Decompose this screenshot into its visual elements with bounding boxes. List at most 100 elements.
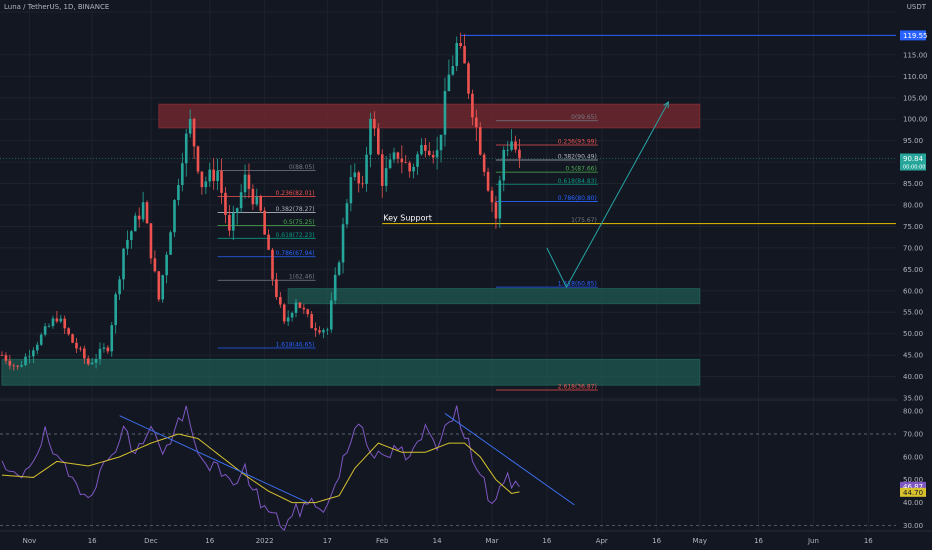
candle-body[interactable] — [318, 330, 321, 333]
candle-body[interactable] — [349, 177, 353, 204]
rsi-ma-line[interactable] — [1, 433, 520, 504]
candle-body[interactable] — [239, 192, 243, 209]
candle-body[interactable] — [455, 43, 459, 66]
candle-body[interactable] — [79, 348, 82, 350]
candle-body[interactable] — [235, 208, 239, 214]
candle-body[interactable] — [267, 234, 270, 250]
candle-body[interactable] — [0, 355, 4, 356]
candle-body[interactable] — [506, 149, 509, 151]
candle-body[interactable] — [169, 232, 172, 255]
candle-body[interactable] — [63, 318, 67, 329]
candle-body[interactable] — [130, 231, 133, 240]
candle-body[interactable] — [204, 181, 208, 188]
candle-body[interactable] — [83, 348, 86, 359]
candle-body[interactable] — [377, 128, 380, 155]
candle-body[interactable] — [90, 362, 94, 365]
resistance-zone[interactable] — [158, 103, 701, 129]
candle-body[interactable] — [188, 118, 192, 134]
candle-body[interactable] — [490, 190, 494, 203]
candle-body[interactable] — [502, 149, 506, 181]
candle-body[interactable] — [420, 144, 423, 155]
candle-body[interactable] — [298, 302, 302, 308]
candle-body[interactable] — [94, 359, 98, 363]
candle-body[interactable] — [75, 342, 78, 349]
candle-body[interactable] — [16, 365, 19, 367]
candle-body[interactable] — [196, 146, 200, 172]
candle-body[interactable] — [329, 300, 333, 330]
rsi-line[interactable] — [1, 405, 520, 532]
candle-body[interactable] — [263, 210, 266, 235]
candle-body[interactable] — [173, 199, 176, 233]
candle-body[interactable] — [486, 171, 490, 191]
candle-body[interactable] — [177, 185, 180, 200]
rsi-trendline[interactable] — [119, 415, 308, 504]
candle-body[interactable] — [380, 154, 384, 186]
candle-body[interactable] — [220, 170, 223, 193]
candle-body[interactable] — [114, 294, 117, 326]
candle-body[interactable] — [133, 215, 137, 232]
candle-body[interactable] — [126, 239, 129, 249]
candle-body[interactable] — [12, 365, 16, 367]
candle-body[interactable] — [388, 159, 392, 169]
candle-body[interactable] — [271, 249, 274, 280]
candle-body[interactable] — [451, 65, 455, 75]
candle-body[interactable] — [122, 248, 125, 280]
candle-body[interactable] — [447, 74, 451, 92]
candle-body[interactable] — [35, 344, 39, 351]
candle-body[interactable] — [102, 347, 106, 349]
candle-body[interactable] — [67, 328, 70, 335]
candle-body[interactable] — [290, 312, 294, 318]
candle-body[interactable] — [373, 118, 376, 129]
candle-body[interactable] — [247, 174, 251, 189]
candle-body[interactable] — [98, 348, 102, 360]
candle-body[interactable] — [231, 213, 235, 231]
candle-body[interactable] — [427, 150, 431, 155]
candle-body[interactable] — [157, 271, 161, 300]
candle-body[interactable] — [259, 196, 263, 211]
candle-body[interactable] — [110, 325, 114, 352]
candle-body[interactable] — [463, 46, 466, 64]
candle-body[interactable] — [8, 360, 12, 366]
candle-body[interactable] — [251, 188, 255, 205]
candle-body[interactable] — [314, 328, 317, 331]
candle-body[interactable] — [306, 309, 310, 315]
candle-body[interactable] — [294, 302, 298, 313]
candle-body[interactable] — [200, 171, 204, 188]
candle-body[interactable] — [357, 172, 361, 184]
candle-body[interactable] — [322, 330, 325, 333]
candle-body[interactable] — [412, 166, 415, 172]
candle-body[interactable] — [431, 154, 435, 158]
projection-path[interactable] — [546, 101, 669, 289]
candle-body[interactable] — [510, 141, 513, 150]
candle-body[interactable] — [212, 169, 215, 182]
candle-body[interactable] — [181, 163, 184, 186]
candle-body[interactable] — [51, 318, 55, 326]
candle-body[interactable] — [275, 279, 278, 298]
candle-body[interactable] — [141, 202, 145, 220]
candle-body[interactable] — [353, 172, 357, 178]
candle-body[interactable] — [341, 224, 345, 263]
candle-body[interactable] — [137, 215, 141, 220]
candle-body[interactable] — [28, 356, 31, 358]
candle-body[interactable] — [459, 43, 462, 47]
candle-body[interactable] — [184, 133, 188, 164]
candle-body[interactable] — [435, 150, 439, 158]
candle-body[interactable] — [392, 152, 396, 160]
candle-body[interactable] — [145, 202, 149, 224]
candle-body[interactable] — [149, 223, 153, 259]
candle-body[interactable] — [20, 365, 23, 367]
candle-body[interactable] — [153, 258, 157, 272]
candle-body[interactable] — [424, 144, 427, 151]
candle-body[interactable] — [216, 170, 219, 182]
candle-body[interactable] — [345, 203, 349, 225]
candle-body[interactable] — [326, 329, 329, 331]
candle-body[interactable] — [47, 325, 51, 327]
candle-body[interactable] — [208, 169, 212, 182]
candle-body[interactable] — [408, 162, 411, 172]
support-zone-low[interactable] — [1, 358, 701, 386]
candle-body[interactable] — [443, 91, 447, 135]
candle-body[interactable] — [282, 304, 286, 322]
candle-body[interactable] — [494, 202, 498, 219]
candle-body[interactable] — [337, 262, 341, 275]
